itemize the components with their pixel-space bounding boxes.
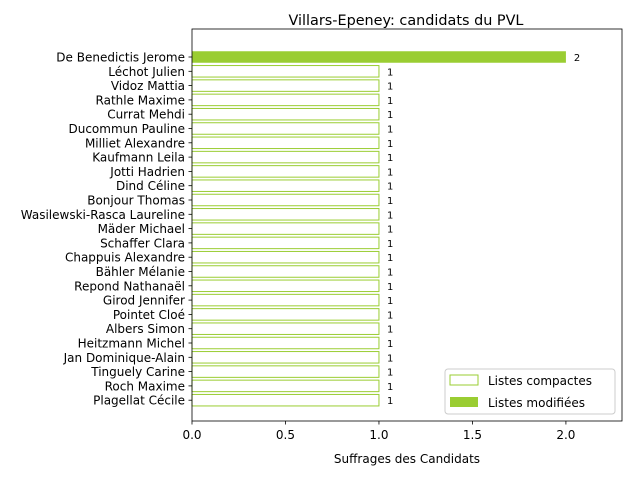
data-label-bonjour-thomas: 1	[387, 196, 393, 207]
data-label-wasilewski-rasca-laureline: 1	[387, 210, 393, 221]
bar-listes-compactes-milliet-alexandre	[191, 136, 380, 150]
bar-listes-compactes-girod-jennifer	[191, 293, 380, 307]
x-tick-label: 2.0	[556, 428, 575, 442]
bar-listes-compactes-bahler-melanie	[191, 265, 380, 278]
x-axis: 0.0 0.5 1.0 1.5 2.0	[182, 421, 575, 442]
bar-listes-compactes-chappuis-alexandre	[191, 250, 380, 264]
bar-listes-modifiees-de-benedictis-jerome	[192, 51, 566, 63]
y-tick-label-mader-michael: Mäder Michael	[98, 222, 185, 236]
bar-listes-compactes-repond-nathanael	[191, 279, 380, 293]
y-tick-label-tinguely-carine: Tinguely Carine	[90, 365, 185, 379]
y-tick-label-repond-nathanael: Repond Nathanaël	[74, 279, 185, 293]
bar-listes-compactes-mader-michael	[191, 222, 380, 235]
y-tick-label-heitzmann-michel: Heitzmann Michel	[78, 337, 185, 351]
y-tick-label-dind-celine: Dind Céline	[116, 179, 185, 193]
data-label-vidoz-mattia: 1	[387, 82, 393, 93]
data-label-jan-dominique-alain: 1	[387, 353, 393, 364]
y-tick-label-de-benedictis-jerome: De Benedictis Jerome	[56, 51, 185, 65]
value-labels-group: 2 1 1 1 1 1 1 1 1 1 1 1 1 1 1 1 1 1 1 1 1 1 1 1 1	[387, 53, 580, 407]
data-label-bahler-melanie: 1	[387, 268, 393, 279]
x-tick-label: 0.5	[276, 428, 295, 442]
bar-listes-compactes-currat-mehdi	[191, 107, 380, 121]
bar-listes-compactes-kaufmann-leila	[191, 150, 380, 164]
legend: Listes compactes Listes modifiées	[444, 368, 616, 415]
data-label-milliet-alexandre: 1	[387, 139, 393, 150]
bar-listes-compactes-roch-maxime	[191, 379, 380, 393]
bars-group	[191, 51, 566, 407]
y-tick-label-wasilewski-rasca-laureline: Wasilewski-Rasca Laureline	[21, 208, 185, 222]
data-label-lechot-julien: 1	[387, 67, 393, 78]
bar-listes-compactes-heitzmann-michel	[191, 336, 380, 350]
bar-listes-compactes-vidoz-mattia	[191, 79, 380, 92]
legend-swatch-listes-modifiees	[450, 397, 478, 407]
bar-listes-compactes-wasilewski-rasca-laureline	[191, 208, 380, 221]
bar-listes-compactes-ducommun-pauline	[191, 122, 380, 135]
bar-listes-compactes-schaffer-clara	[191, 236, 380, 250]
y-tick-label-lechot-julien: Léchot Julien	[108, 65, 185, 79]
data-label-heitzmann-michel: 1	[387, 339, 393, 350]
data-label-schaffer-clara: 1	[387, 239, 393, 250]
legend-frame	[444, 368, 616, 415]
data-label-jotti-hadrien: 1	[387, 167, 393, 178]
legend-label-listes-modifiees: Listes modifiées	[488, 396, 585, 410]
y-tick-label-rathle-maxime: Rathle Maxime	[96, 93, 185, 107]
y-tick-label-kaufmann-leila: Kaufmann Leila	[92, 151, 185, 165]
data-label-currat-mehdi: 1	[387, 110, 393, 121]
data-label-pointet-cloe: 1	[387, 310, 393, 321]
bar-listes-compactes-lechot-julien	[191, 65, 380, 78]
bar-listes-compactes-jotti-hadrien	[191, 165, 380, 178]
data-label-roch-maxime: 1	[387, 382, 393, 393]
bar-listes-compactes-dind-celine	[191, 179, 380, 192]
data-label-plagellat-cecile: 1	[387, 396, 393, 407]
data-label-rathle-maxime: 1	[387, 96, 393, 107]
y-tick-label-chappuis-alexandre: Chappuis Alexandre	[65, 251, 185, 265]
y-tick-label-schaffer-clara: Schaffer Clara	[100, 236, 185, 250]
bar-listes-compactes-pointet-cloe	[191, 308, 380, 321]
bar-listes-compactes-tinguely-carine	[191, 365, 380, 378]
y-tick-label-roch-maxime: Roch Maxime	[105, 379, 185, 393]
x-tick-label: 1.0	[369, 428, 388, 442]
y-tick-label-jotti-hadrien: Jotti Hadrien	[109, 165, 185, 179]
bar-listes-compactes-albers-simon	[191, 322, 380, 335]
plot-area-frame	[191, 28, 623, 422]
bar-listes-compactes-jan-dominique-alain	[191, 351, 380, 364]
bar-listes-compactes-rathle-maxime	[191, 93, 380, 107]
y-tick-label-bahler-melanie: Bähler Mélanie	[96, 265, 185, 279]
legend-swatch-listes-compactes	[449, 374, 479, 386]
bar-listes-compactes-bonjour-thomas	[191, 193, 380, 207]
y-tick-label-albers-simon: Albers Simon	[106, 322, 185, 336]
bar-listes-compactes-plagellat-cecile	[191, 393, 380, 407]
legend-label-listes-compactes: Listes compactes	[488, 374, 592, 388]
data-label-de-benedictis-jerome: 2	[574, 53, 580, 64]
y-tick-label-plagellat-cecile: Plagellat Cécile	[93, 394, 185, 408]
data-label-dind-celine: 1	[387, 182, 393, 193]
x-tick-label: 1.5	[463, 428, 482, 442]
x-axis-label: Suffrages des Candidats	[334, 452, 480, 466]
data-label-repond-nathanael: 1	[387, 282, 393, 293]
y-tick-label-jan-dominique-alain: Jan Dominique-Alain	[63, 351, 185, 365]
data-label-chappuis-alexandre: 1	[387, 253, 393, 264]
data-label-tinguely-carine: 1	[387, 368, 393, 379]
y-tick-label-vidoz-mattia: Vidoz Mattia	[111, 79, 185, 93]
y-tick-label-girod-jennifer: Girod Jennifer	[103, 294, 185, 308]
data-label-kaufmann-leila: 1	[387, 153, 393, 164]
data-label-ducommun-pauline: 1	[387, 125, 393, 136]
chart-title: Villars-Epeney: candidats du PVL	[289, 13, 524, 29]
y-tick-label-currat-mehdi: Currat Mehdi	[107, 108, 185, 122]
x-tick-label: 0.0	[182, 428, 201, 442]
y-tick-label-bonjour-thomas: Bonjour Thomas	[87, 194, 185, 208]
data-label-girod-jennifer: 1	[387, 296, 393, 307]
y-tick-label-pointet-cloe: Pointet Cloé	[113, 308, 185, 322]
data-label-mader-michael: 1	[387, 225, 393, 236]
data-label-albers-simon: 1	[387, 325, 393, 336]
y-tick-label-ducommun-pauline: Ducommun Pauline	[68, 122, 185, 136]
y-tick-label-milliet-alexandre: Milliet Alexandre	[85, 136, 185, 150]
